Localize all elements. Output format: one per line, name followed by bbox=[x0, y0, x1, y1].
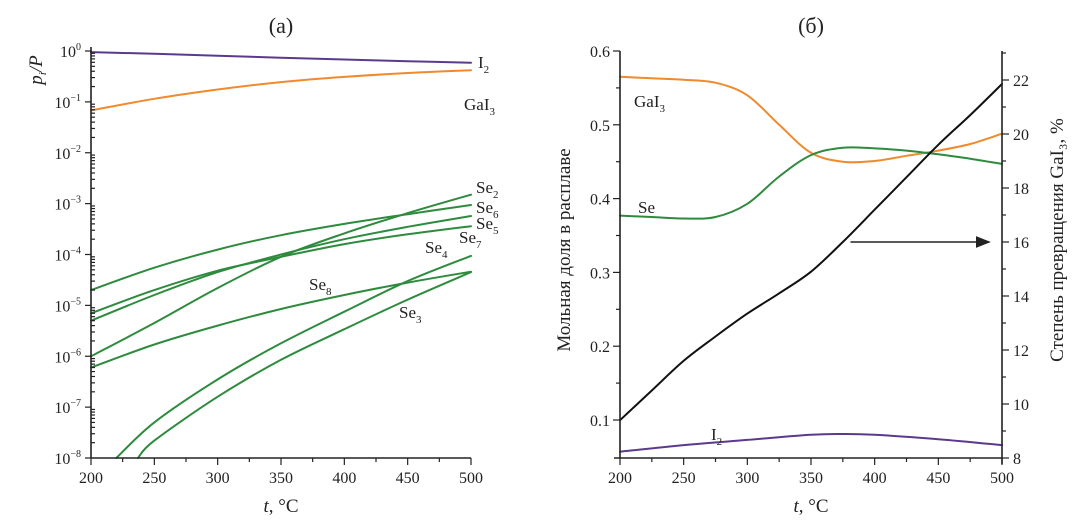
x-tick-label: 350 bbox=[799, 470, 823, 487]
series-line-i2 bbox=[619, 432, 1003, 453]
series-label-gai3: GaI3 bbox=[634, 92, 665, 115]
series-line-se8 bbox=[90, 270, 472, 369]
x-tick-label: 450 bbox=[926, 470, 950, 487]
y-title-rest: /P bbox=[26, 55, 47, 73]
x-tick-label: 500 bbox=[990, 470, 1014, 487]
x-title-italic: t bbox=[263, 496, 269, 517]
x-tick-label: 400 bbox=[332, 470, 356, 487]
x-tick-label: 300 bbox=[206, 470, 230, 487]
series-line-se2 bbox=[90, 193, 472, 358]
y-right-tick-label: 20 bbox=[1013, 127, 1029, 144]
y-tick-label: 10−4 bbox=[54, 246, 81, 265]
y-left-tick-label: 0.3 bbox=[590, 265, 610, 282]
x-tick-label: 350 bbox=[269, 470, 293, 487]
y-tick-label: 10−7 bbox=[54, 398, 81, 417]
panel-b-axes: 200 250 300 350 400 450 500 0.1 0.2 0.3 0.4 0.5 0.6 8… bbox=[590, 44, 1029, 487]
series-label-se5: Se5 bbox=[476, 214, 499, 237]
y-tick-label: 10−6 bbox=[54, 347, 81, 366]
series-line-se5 bbox=[90, 215, 472, 322]
y-right-tick-label: 18 bbox=[1013, 181, 1029, 198]
x-title-unit: , °C bbox=[269, 496, 299, 517]
panel-a-y-axis-title: pi/P bbox=[26, 55, 49, 87]
x-title-unit: , °C bbox=[799, 496, 829, 517]
panel-b-curves bbox=[619, 75, 1003, 453]
series-label-se6: Se6 bbox=[476, 198, 499, 221]
y-tick-label: 10−8 bbox=[54, 449, 81, 468]
series-label-se8: Se8 bbox=[309, 275, 332, 298]
panel-a-axes: 200 250 300 350 400 450 500 100 10−1 10−2 10−3 10−4… bbox=[54, 42, 483, 487]
y-right-tick-label: 14 bbox=[1013, 289, 1029, 306]
y-tick-label: 100 bbox=[60, 42, 81, 61]
panel-b: (б) 200 250 300 350 400 450 500 0.1 0.2 0.3 0.4 0.5… bbox=[554, 13, 1068, 517]
y-tick-label: 10−1 bbox=[54, 93, 81, 112]
y-right-tick-label: 8 bbox=[1013, 451, 1021, 468]
y-right-tick-label: 10 bbox=[1013, 397, 1029, 414]
series-line-gai3 bbox=[619, 75, 1003, 164]
y-left-tick-label: 0.5 bbox=[590, 118, 610, 135]
x-tick-label: 250 bbox=[142, 470, 166, 487]
x-tick-label: 250 bbox=[672, 470, 696, 487]
x-title-italic: t bbox=[793, 496, 799, 517]
panel-b-series-labels: GaI3 Se I2 bbox=[634, 92, 722, 448]
series-line-i2 bbox=[90, 51, 472, 64]
series-label-se3: Se3 bbox=[399, 303, 422, 326]
y-title-sub: i bbox=[37, 72, 49, 75]
y-tick-label: 10−2 bbox=[54, 144, 81, 163]
y-title-p: p bbox=[26, 75, 47, 87]
x-tick-label: 300 bbox=[735, 470, 759, 487]
y-right-tick-label: 22 bbox=[1013, 73, 1029, 90]
series-line-se3 bbox=[136, 271, 472, 459]
y-tick-label: 10−3 bbox=[54, 195, 81, 214]
series-label-se4: Se4 bbox=[425, 238, 448, 261]
panel-b-x-axis-title: t, °C bbox=[793, 496, 828, 517]
panel-b-y-axis-title-left: Мольная доля в расплаве bbox=[554, 148, 575, 351]
x-tick-label: 500 bbox=[459, 470, 483, 487]
series-label-se: Se bbox=[638, 198, 655, 217]
series-line-se4 bbox=[115, 254, 472, 459]
y-left-tick-label: 0.4 bbox=[590, 192, 610, 209]
y-left-tick-label: 0.1 bbox=[590, 413, 610, 430]
x-tick-label: 400 bbox=[863, 470, 887, 487]
y-right-tick-label: 16 bbox=[1013, 235, 1029, 252]
panel-a: (a) 200 250 300 350 400 450 500 100 10−1 10−2 10−3… bbox=[26, 13, 499, 517]
x-tick-label: 200 bbox=[608, 470, 632, 487]
y-right-tick-label: 12 bbox=[1013, 343, 1029, 360]
series-label-se2: Se2 bbox=[476, 178, 499, 201]
series-line-gai3 bbox=[90, 69, 472, 112]
y-left-tick-label: 0.2 bbox=[590, 339, 610, 356]
series-label-se7: Se7 bbox=[459, 228, 482, 251]
series-label-i2: I2 bbox=[478, 53, 489, 76]
series-line-se bbox=[619, 146, 1003, 220]
y-tick-label: 10−5 bbox=[54, 296, 81, 315]
panel-a-x-axis-title: t, °C bbox=[263, 496, 298, 517]
panel-b-y-axis-title-right: Степень превращения GaI₃, % bbox=[1047, 118, 1068, 362]
y-left-tick-label: 0.6 bbox=[590, 44, 610, 61]
series-line-se6 bbox=[90, 204, 472, 292]
x-tick-label: 450 bbox=[396, 470, 420, 487]
series-line-se7 bbox=[90, 225, 472, 315]
panel-a-title: (a) bbox=[269, 13, 293, 38]
series-label-gai3: GaI3 bbox=[464, 95, 495, 118]
panel-a-curves bbox=[90, 51, 472, 459]
series-label-i2: I2 bbox=[711, 425, 722, 448]
series-line-conversion-gai3 bbox=[619, 83, 1003, 422]
x-tick-label: 200 bbox=[79, 470, 103, 487]
panel-b-title: (б) bbox=[798, 13, 824, 38]
